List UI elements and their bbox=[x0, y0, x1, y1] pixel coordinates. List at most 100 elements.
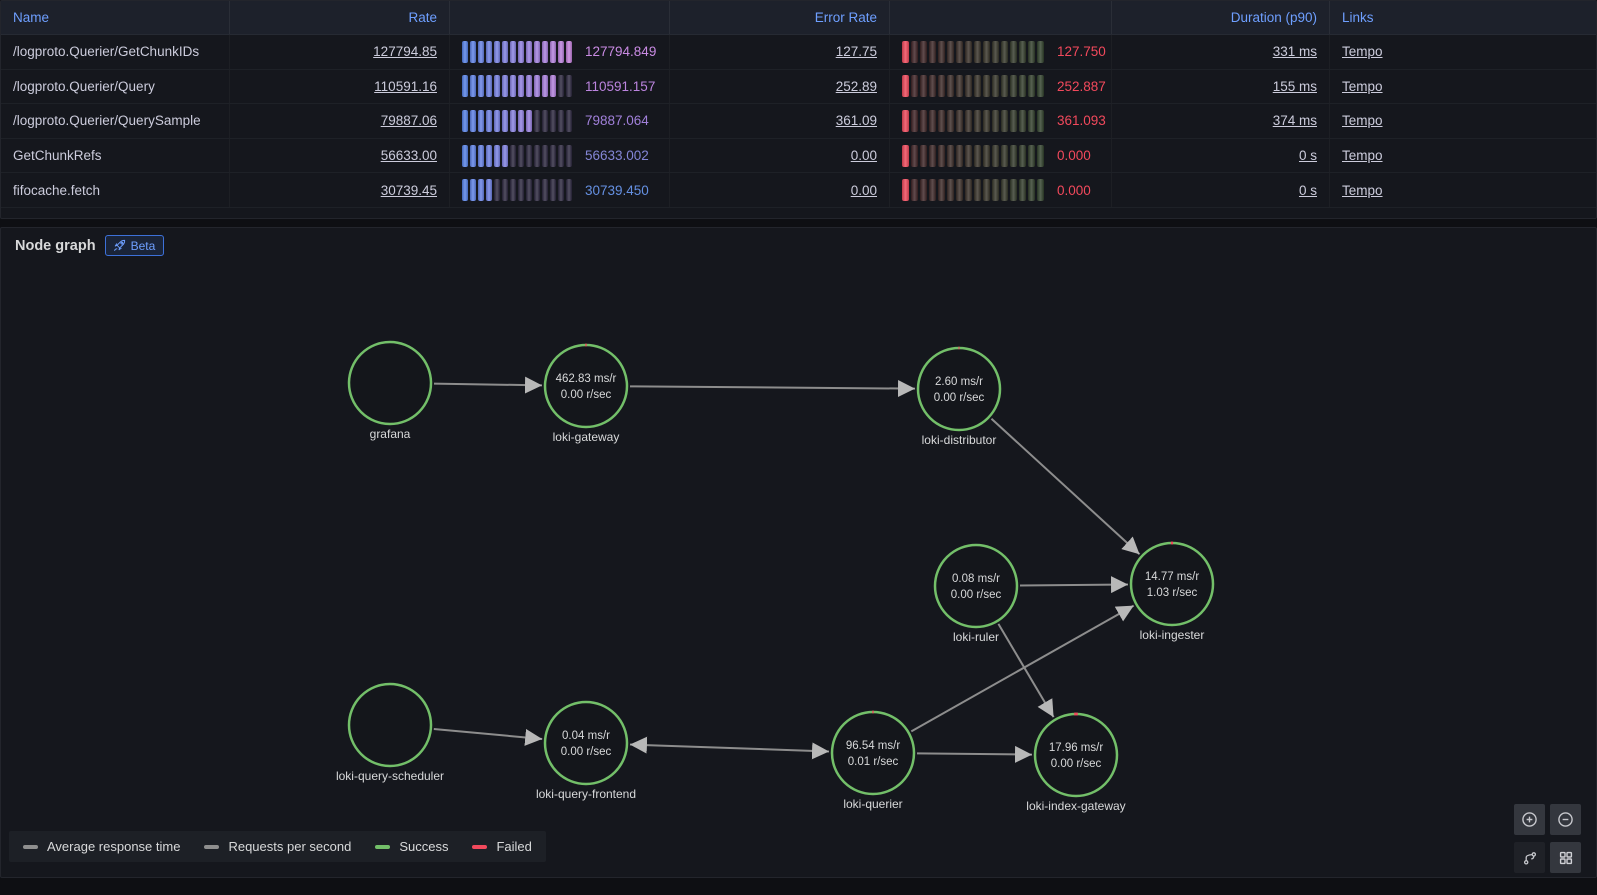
edge-loki-distributor-to-loki-ingester[interactable] bbox=[990, 417, 1141, 556]
tempo-link[interactable]: Tempo bbox=[1342, 113, 1383, 129]
edge-loki-ruler-to-loki-ingester[interactable] bbox=[1019, 576, 1129, 594]
node-stat-secondary: 0.00 r/sec bbox=[561, 746, 612, 758]
duration-link[interactable]: 0 s bbox=[1298, 182, 1317, 198]
column-header-links[interactable]: Links bbox=[1342, 10, 1374, 25]
grid-layout-button[interactable] bbox=[1550, 842, 1581, 873]
duration-link[interactable]: 374 ms bbox=[1272, 113, 1317, 129]
rate-link[interactable]: 56633.00 bbox=[380, 148, 437, 164]
gauge-cell bbox=[486, 75, 492, 98]
rate-gauge-cell: 79887.064 bbox=[450, 104, 670, 138]
node-graph-canvas[interactable]: grafana 462.83 ms/r 0.00 r/sec loki-gateway… bbox=[1, 228, 1596, 877]
legend: Average response time Requests per second… bbox=[9, 831, 546, 862]
rate-link[interactable]: 127794.85 bbox=[373, 44, 437, 60]
node-loki-ingester[interactable]: 14.77 ms/r 1.03 r/sec loki-ingester bbox=[1129, 541, 1215, 642]
gauge-cell bbox=[992, 144, 999, 167]
error-rate-link[interactable]: 0.00 bbox=[850, 148, 877, 164]
rate-value: 127794.849 bbox=[585, 44, 657, 60]
tempo-link[interactable]: Tempo bbox=[1342, 78, 1383, 94]
node-grafana[interactable]: grafana bbox=[347, 340, 433, 441]
gauge-cell bbox=[974, 179, 981, 202]
links-cell: Tempo bbox=[1330, 139, 1596, 173]
requests-table-panel: Name Rate Error Rate Duration (p90) Links /l… bbox=[0, 0, 1597, 219]
error-rate-link[interactable]: 361.09 bbox=[835, 113, 877, 129]
legend-label: Requests per second bbox=[228, 839, 352, 854]
gauge-cell bbox=[526, 75, 532, 98]
gauge-cell bbox=[494, 109, 500, 132]
gauge-cell bbox=[502, 144, 508, 167]
panel-title: Node graph bbox=[15, 237, 96, 254]
table-row: /logproto.Querier/GetChunkIDs 127794.85 12… bbox=[1, 35, 1596, 70]
node-loki-ruler[interactable]: 0.08 ms/r 0.00 r/sec loki-ruler bbox=[933, 543, 1019, 644]
node-loki-distributor[interactable]: 2.60 ms/r 0.00 r/sec loki-distributor bbox=[916, 346, 1002, 447]
gauge-cell bbox=[558, 179, 564, 202]
error-rate-link-cell: 361.09 bbox=[670, 104, 890, 138]
gauge-cell bbox=[558, 144, 564, 167]
rate-link[interactable]: 30739.45 bbox=[380, 182, 437, 198]
edge-grafana-to-loki-gateway[interactable] bbox=[433, 376, 543, 394]
zoom-out-button[interactable] bbox=[1550, 804, 1581, 835]
rate-link[interactable]: 110591.16 bbox=[374, 78, 437, 94]
gauge-cell bbox=[526, 179, 532, 202]
rate-gauge bbox=[462, 75, 574, 98]
gauge-cell bbox=[983, 179, 990, 202]
gauge-cell bbox=[965, 40, 972, 63]
rate-gauge-cell: 110591.157 bbox=[450, 70, 670, 104]
name-cell: /logproto.Querier/QuerySample bbox=[1, 104, 230, 138]
gauge-cell bbox=[510, 75, 516, 98]
rate-link[interactable]: 79887.06 bbox=[380, 113, 437, 129]
tempo-link[interactable]: Tempo bbox=[1342, 148, 1383, 164]
rate-value: 56633.002 bbox=[585, 148, 649, 164]
name-cell: /logproto.Querier/Query bbox=[1, 70, 230, 104]
name-cell: fifocache.fetch bbox=[1, 173, 230, 207]
gauge-cell bbox=[494, 144, 500, 167]
gauge-cell bbox=[470, 144, 476, 167]
nodes-layer: grafana 462.83 ms/r 0.00 r/sec loki-gateway… bbox=[336, 340, 1215, 813]
duration-link[interactable]: 0 s bbox=[1298, 148, 1317, 164]
gauge-cell bbox=[534, 109, 540, 132]
edge-loki-querier-to-loki-index-gateway[interactable] bbox=[916, 745, 1033, 763]
tempo-link[interactable]: Tempo bbox=[1342, 182, 1383, 198]
gauge-cell bbox=[566, 75, 572, 98]
rate-gauge bbox=[462, 109, 574, 132]
rate-value: 110591.157 bbox=[585, 78, 656, 94]
duration-link[interactable]: 155 ms bbox=[1272, 78, 1317, 94]
gauge-cell bbox=[486, 109, 492, 132]
column-header-error-rate[interactable]: Error Rate bbox=[670, 1, 890, 34]
error-rate-link[interactable]: 127.75 bbox=[835, 44, 877, 60]
node-label: loki-querier bbox=[843, 797, 902, 811]
rate-link-cell: 127794.85 bbox=[230, 35, 450, 69]
node-loki-query-frontend[interactable]: 0.04 ms/r 0.00 r/sec loki-query-frontend bbox=[536, 700, 636, 801]
node-stat-secondary: 0.01 r/sec bbox=[848, 756, 899, 768]
gauge-cell bbox=[518, 109, 524, 132]
gauge-cell bbox=[938, 144, 945, 167]
duration-link[interactable]: 331 ms bbox=[1272, 44, 1317, 60]
zoom-out-icon bbox=[1558, 812, 1573, 827]
error-rate-link[interactable]: 252.89 bbox=[835, 78, 877, 94]
hierarchical-layout-button[interactable] bbox=[1514, 842, 1545, 873]
column-header-rate[interactable]: Rate bbox=[230, 1, 450, 34]
edge-loki-query-scheduler-to-loki-query-frontend[interactable] bbox=[433, 728, 543, 746]
column-header-name[interactable]: Name bbox=[1, 1, 230, 34]
node-label: loki-gateway bbox=[553, 430, 620, 444]
edge-loki-gateway-to-loki-distributor[interactable] bbox=[629, 380, 916, 398]
gauge-cell bbox=[1019, 179, 1026, 202]
error-rate-link[interactable]: 0.00 bbox=[850, 182, 877, 198]
edge-loki-query-frontend-to-loki-querier[interactable] bbox=[629, 736, 830, 760]
edge-loki-ruler-to-loki-index-gateway[interactable] bbox=[997, 623, 1055, 718]
gauge-cell bbox=[462, 179, 468, 202]
gauge-cell bbox=[920, 40, 927, 63]
links-cell: Tempo bbox=[1330, 173, 1596, 207]
gauge-cell bbox=[1028, 179, 1035, 202]
node-loki-gateway[interactable]: 462.83 ms/r 0.00 r/sec loki-gateway bbox=[543, 343, 629, 444]
node-loki-query-scheduler[interactable]: loki-query-scheduler bbox=[336, 682, 444, 783]
zoom-in-button[interactable] bbox=[1514, 804, 1545, 835]
table-row: GetChunkRefs 56633.00 56633.002 0.00 0.000 0 … bbox=[1, 139, 1596, 174]
tempo-link[interactable]: Tempo bbox=[1342, 44, 1383, 60]
column-header-duration-p90-[interactable]: Duration (p90) bbox=[1112, 1, 1330, 34]
gauge-cell bbox=[542, 40, 548, 63]
node-loki-querier[interactable]: 96.54 ms/r 0.01 r/sec loki-querier bbox=[830, 710, 916, 811]
edge-loki-querier-to-loki-ingester[interactable] bbox=[910, 604, 1135, 733]
node-loki-index-gateway[interactable]: 17.96 ms/r 0.00 r/sec loki-index-gateway bbox=[1026, 712, 1126, 813]
error-gauge bbox=[902, 144, 1046, 167]
gauge-cell bbox=[510, 40, 516, 63]
